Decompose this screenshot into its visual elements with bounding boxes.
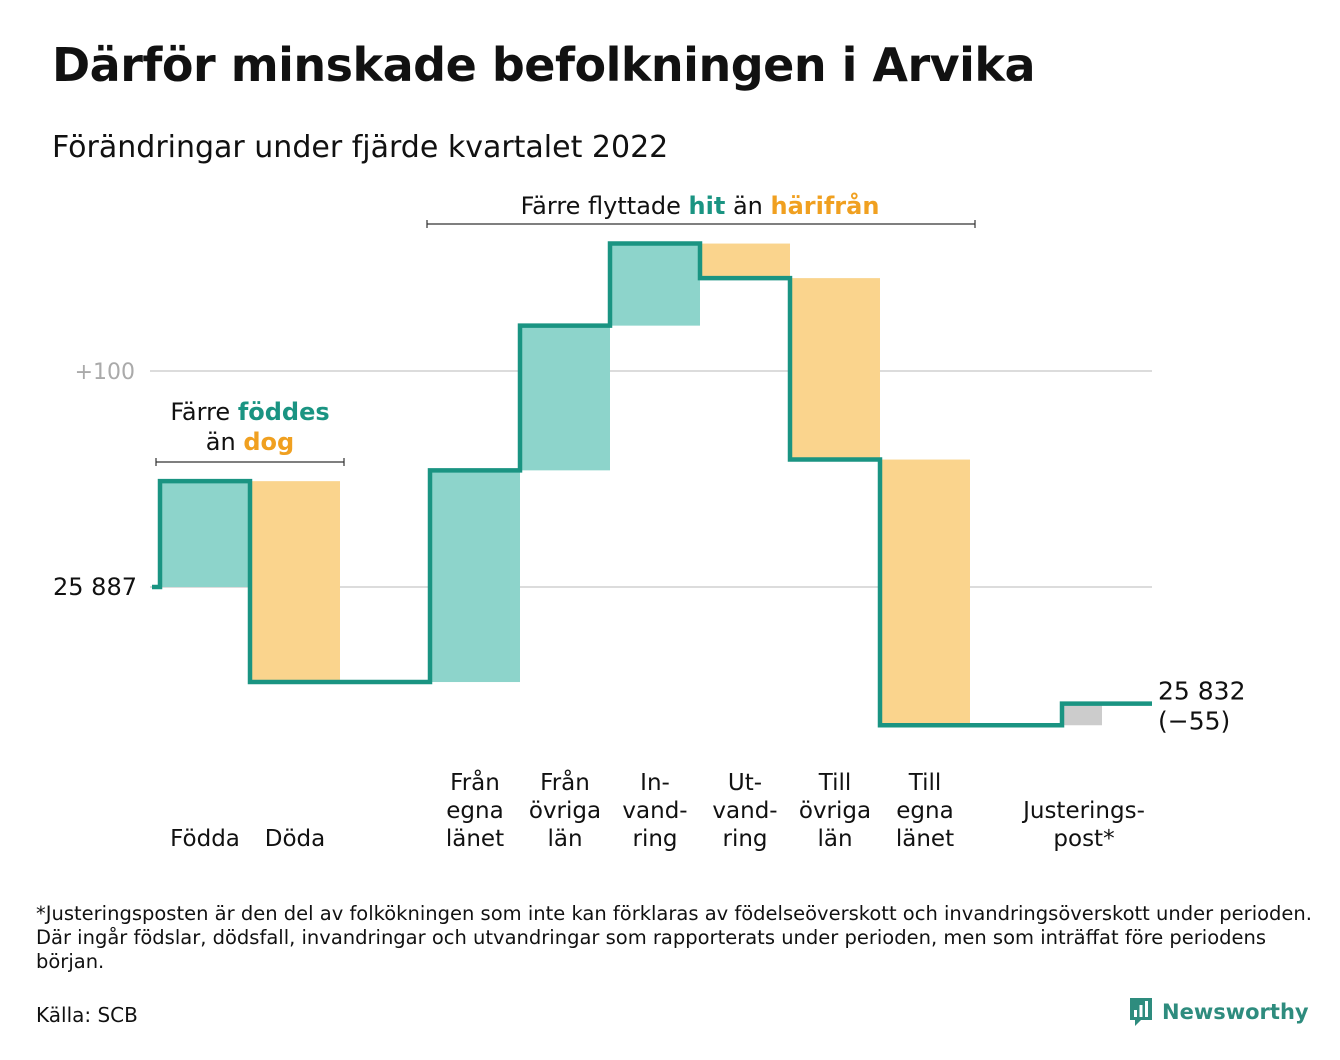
bars	[160, 243, 1102, 726]
bar-Till-övriga-län	[790, 278, 880, 460]
brand-logo: Newsworthy	[1128, 996, 1309, 1028]
category-label: Justerings-	[1021, 798, 1145, 824]
category-label: vand-	[622, 798, 687, 824]
category-label: ring	[632, 826, 677, 852]
start-value-label: 25 887	[53, 573, 137, 601]
bar-Från-övriga-län	[520, 325, 610, 471]
annotation-highlight-in: hit	[689, 192, 726, 220]
category-labels: Födda DödaFrånegnalänetFrånövrigalänIn-va…	[170, 768, 1145, 852]
annotation-moves: Färre flyttade hit än härifrån	[521, 191, 880, 220]
category-label: Födda	[170, 826, 240, 852]
category-label: Ut-	[728, 770, 762, 796]
category-label: län	[817, 826, 852, 852]
annotation-text: än	[725, 192, 770, 220]
bar-Döda	[250, 481, 340, 683]
bar-chart-speech-icon	[1130, 998, 1152, 1026]
annotation-births-line2: än dog	[206, 428, 294, 456]
bar-Från-egna-länet	[430, 470, 520, 683]
running-total-line: 25 832(−55)	[152, 241, 1245, 736]
category-label: Från	[450, 768, 500, 796]
category-label: Från	[540, 768, 590, 796]
gridline-label: +100	[75, 360, 135, 385]
brand-name: Newsworthy	[1162, 1000, 1309, 1024]
category-label: övriga	[799, 798, 871, 824]
category-label: vand-	[712, 798, 777, 824]
end-change-label: (−55)	[1158, 707, 1230, 736]
bar-Födda	[160, 481, 250, 587]
category-label: övriga	[529, 798, 601, 824]
annotation-highlight-out: härifrån	[771, 191, 880, 220]
category-label: In-	[640, 770, 670, 796]
annotation-text: Färre	[170, 398, 238, 426]
category-label: ring	[722, 826, 767, 852]
category-label: post*	[1053, 826, 1114, 852]
footnote: *Justeringsposten är den del av folkökni…	[36, 902, 1312, 973]
annotation-text: än	[206, 428, 244, 456]
category-label: länet	[446, 826, 504, 852]
bar-In--vand--ring	[610, 243, 700, 326]
category-label: länet	[896, 826, 954, 852]
source-label: Källa: SCB	[36, 1003, 138, 1027]
page-subtitle: Förändringar under fjärde kvartalet 2022	[52, 130, 669, 165]
bar-Ut--vand--ring	[700, 243, 790, 279]
bar-Till-egna-länet	[880, 459, 970, 726]
annotation-text: Färre flyttade	[521, 192, 689, 220]
category-label: egna	[446, 798, 503, 824]
page-title: Därför minskade befolkningen i Arvika	[52, 38, 1036, 92]
category-label: Till	[908, 770, 942, 796]
running-total-polyline	[152, 241, 1152, 728]
annotation-births-line1: Färre föddes	[170, 398, 329, 426]
bar-Justerings--post*	[1062, 703, 1102, 726]
category-label: egna	[896, 798, 953, 824]
category-label: län	[547, 826, 582, 852]
category-label: Döda	[265, 826, 325, 852]
annotation-highlight-in: föddes	[238, 398, 330, 426]
category-label: Till	[818, 770, 852, 796]
annotation-highlight-out: dog	[243, 428, 294, 456]
end-value-label: 25 832	[1158, 677, 1245, 706]
